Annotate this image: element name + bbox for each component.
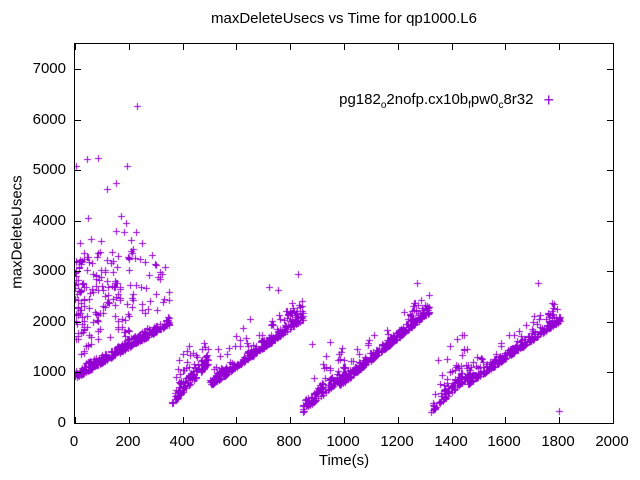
x-tick-label: 200 bbox=[115, 433, 141, 450]
axis-tick-mark bbox=[236, 417, 237, 423]
axis-tick-mark bbox=[290, 44, 291, 50]
axis-tick-mark bbox=[75, 44, 76, 50]
axis-tick-mark bbox=[613, 44, 614, 50]
x-tick-label: 1000 bbox=[326, 433, 360, 450]
axis-tick-mark bbox=[613, 417, 614, 423]
x-tick-label: 400 bbox=[169, 433, 195, 450]
chart-title: maxDeleteUsecs vs Time for qp1000.L6 bbox=[211, 10, 477, 27]
y-tick-label: 2000 bbox=[32, 313, 66, 330]
axis-tick-mark bbox=[236, 44, 237, 50]
x-tick-label: 800 bbox=[276, 433, 302, 450]
axis-tick-mark bbox=[75, 271, 81, 272]
axis-tick-mark bbox=[452, 417, 453, 423]
axis-tick-mark bbox=[559, 417, 560, 423]
legend-series-label: pg182o2nofp.cx10bfpw0c8r32 bbox=[339, 91, 534, 111]
axis-tick-mark bbox=[607, 423, 613, 424]
axis-tick-mark bbox=[398, 417, 399, 423]
x-axis-title: Time(s) bbox=[318, 452, 370, 469]
x-tick-label: 600 bbox=[222, 433, 248, 450]
axis-tick-mark bbox=[607, 221, 613, 222]
axis-tick-mark bbox=[607, 271, 613, 272]
axis-tick-mark bbox=[75, 120, 81, 121]
axis-tick-mark bbox=[183, 44, 184, 50]
axis-tick-mark bbox=[344, 44, 345, 50]
legend-label-subscript: f bbox=[468, 100, 471, 111]
x-tick-label: 1600 bbox=[487, 433, 521, 450]
axis-tick-mark bbox=[559, 44, 560, 50]
legend-label-text: pw0 bbox=[470, 91, 499, 108]
legend-label-text: 2nofp.cx10b bbox=[386, 91, 469, 108]
x-tick-label: 1400 bbox=[434, 433, 468, 450]
axis-tick-mark bbox=[344, 417, 345, 423]
x-tick-label: 1200 bbox=[380, 433, 414, 450]
x-tick-label: 1800 bbox=[541, 433, 575, 450]
axis-tick-mark bbox=[398, 44, 399, 50]
y-tick-label: 6000 bbox=[32, 111, 66, 128]
axis-tick-mark bbox=[183, 417, 184, 423]
y-tick-label: 3000 bbox=[32, 262, 66, 279]
legend-label-text: pg182 bbox=[339, 91, 381, 108]
scatter-points-canvas bbox=[75, 44, 613, 423]
axis-tick-mark bbox=[75, 69, 81, 70]
axis-tick-mark bbox=[129, 44, 130, 50]
axis-tick-mark bbox=[607, 120, 613, 121]
axis-tick-mark bbox=[290, 417, 291, 423]
y-tick-label: 5000 bbox=[32, 161, 66, 178]
y-tick-label: 7000 bbox=[32, 60, 66, 77]
axis-tick-mark bbox=[75, 423, 81, 424]
axis-tick-mark bbox=[607, 170, 613, 171]
axis-tick-mark bbox=[607, 372, 613, 373]
axis-tick-mark bbox=[129, 417, 130, 423]
axis-tick-mark bbox=[75, 372, 81, 373]
y-tick-label: 4000 bbox=[32, 212, 66, 229]
axis-tick-mark bbox=[607, 69, 613, 70]
axis-tick-mark bbox=[607, 322, 613, 323]
legend-label-subscript: c bbox=[498, 100, 504, 111]
axis-tick-mark bbox=[505, 44, 506, 50]
axis-tick-mark bbox=[75, 170, 81, 171]
legend-label-subscript: o bbox=[380, 100, 387, 111]
x-tick-label: 0 bbox=[69, 433, 79, 450]
legend: pg182o2nofp.cx10bfpw0c8r32 + bbox=[339, 89, 554, 111]
axis-tick-mark bbox=[75, 322, 81, 323]
plot-area: pg182o2nofp.cx10bfpw0c8r32 + bbox=[74, 43, 614, 424]
y-tick-label: 0 bbox=[57, 414, 66, 431]
x-tick-label: 2000 bbox=[595, 433, 629, 450]
axis-tick-mark bbox=[505, 417, 506, 423]
axis-tick-mark bbox=[452, 44, 453, 50]
y-tick-label: 1000 bbox=[32, 363, 66, 380]
axis-tick-mark bbox=[75, 221, 81, 222]
legend-label-text: 8r32 bbox=[503, 91, 534, 108]
axis-tick-mark bbox=[75, 417, 76, 423]
legend-plus-marker-icon: + bbox=[543, 89, 554, 110]
